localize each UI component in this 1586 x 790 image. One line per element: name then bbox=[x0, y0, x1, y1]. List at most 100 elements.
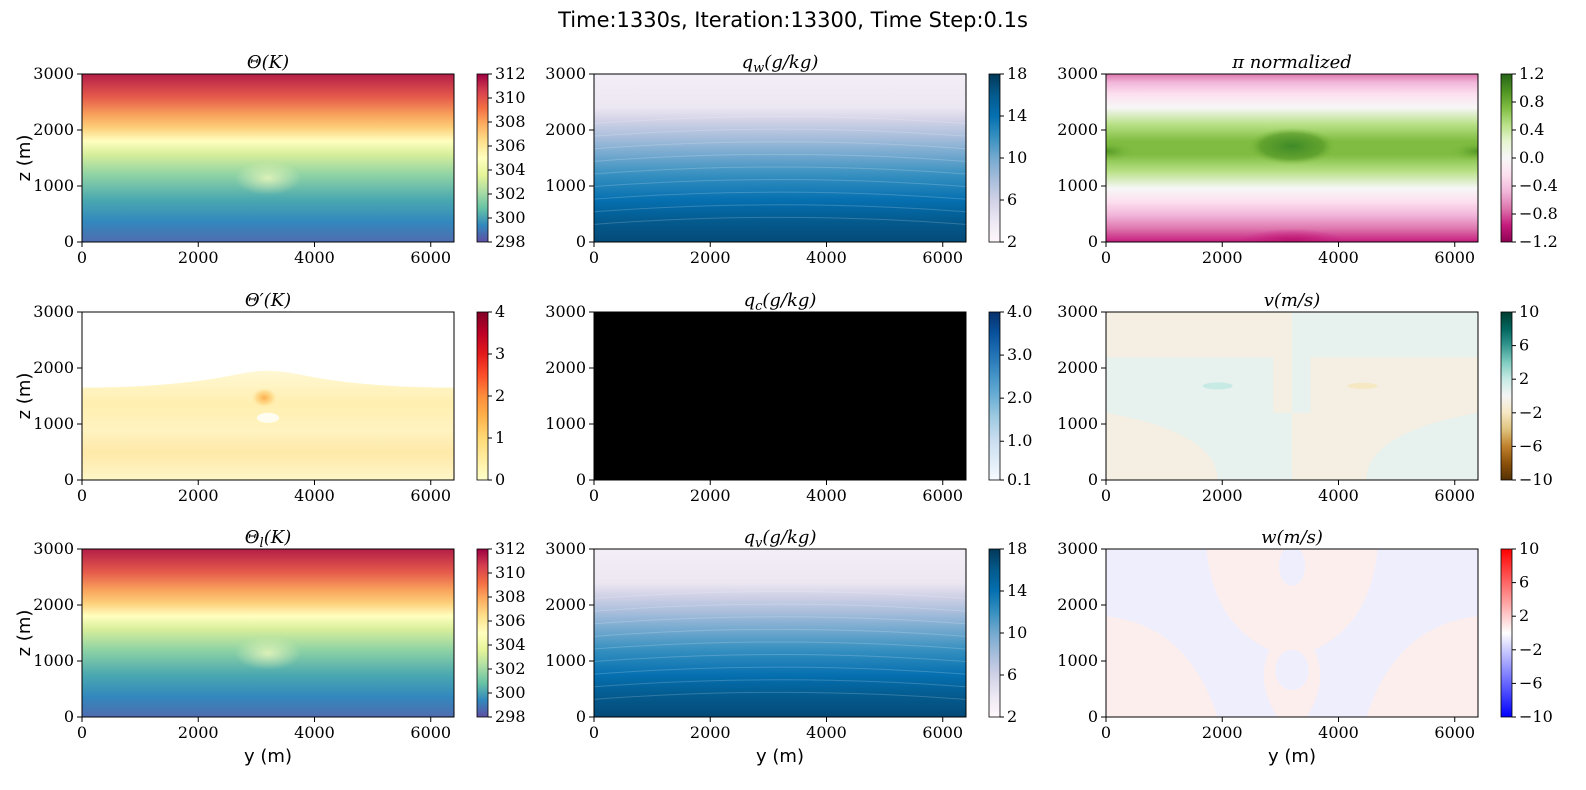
plot-frame bbox=[593, 548, 967, 718]
colorbar-tick-label: 1.0 bbox=[1007, 431, 1032, 450]
colorbar-tick-label: 6 bbox=[1519, 336, 1529, 355]
colorbar-tick-label: 298 bbox=[495, 707, 526, 726]
y-tick-label: 3000 bbox=[545, 64, 586, 83]
panel-title: qw(g/kg) bbox=[742, 52, 819, 76]
y-tick-label: 1000 bbox=[33, 651, 74, 670]
x-tick-label: 6000 bbox=[922, 248, 963, 267]
colorbar-tick-label: 312 bbox=[495, 64, 526, 83]
colorbar-tick-label: −6 bbox=[1519, 436, 1543, 455]
plot-frame bbox=[81, 311, 455, 481]
colorbar-tick-label: 18 bbox=[1007, 64, 1027, 83]
field-qc bbox=[594, 312, 966, 480]
subplot-qc: qc(g/kg) 0 2000 4000 6000 0 1000 2000 3000 0.1 1.0… bbox=[545, 290, 1032, 505]
colorbar-tick-label: 0.0 bbox=[1519, 148, 1544, 167]
x-tick-label: 6000 bbox=[410, 248, 451, 267]
plot-frame bbox=[593, 73, 967, 243]
y-tick-label: 1000 bbox=[1057, 414, 1098, 433]
x-tick-label: 4000 bbox=[806, 248, 847, 267]
y-tick-label: 1000 bbox=[1057, 176, 1098, 195]
colorbar-tick-label: 3.0 bbox=[1007, 345, 1032, 364]
colorbar-tick-label: 4.0 bbox=[1007, 302, 1032, 321]
x-tick-label: 0 bbox=[77, 723, 87, 742]
colorbar-tick-label: 3 bbox=[495, 344, 505, 363]
colorbar-gradient bbox=[1500, 73, 1513, 243]
colorbar-tick-label: 312 bbox=[495, 539, 526, 558]
colorbar-tick-label: 2 bbox=[1519, 369, 1529, 388]
y-tick-label: 0 bbox=[576, 707, 586, 726]
colorbar: 0.1 1.0 2.0 3.0 4.0 bbox=[988, 302, 1032, 489]
colorbar-tick-label: 300 bbox=[495, 208, 526, 227]
panel-title: qv(g/kg) bbox=[744, 527, 817, 551]
colorbar-tick-label: 302 bbox=[495, 184, 526, 203]
colorbar-tick-label: 1 bbox=[495, 428, 505, 447]
x-tick-label: 2000 bbox=[690, 723, 731, 742]
colorbar: 2 6 10 14 18 bbox=[988, 64, 1027, 251]
subplot-w: w(m/s) 0 2000 4000 6000 0 1000 2000 3000 y (m) −10… bbox=[1057, 527, 1552, 767]
y-tick-label: 3000 bbox=[1057, 64, 1098, 83]
subplot-thetap: Θ′(K) 0 2000 4000 6000 0 1000 2000 3000 z (m) 0 1 2 3… bbox=[14, 290, 505, 505]
panel-title: qc(g/kg) bbox=[744, 290, 817, 314]
x-tick-label: 6000 bbox=[1434, 486, 1475, 505]
x-tick-label: 4000 bbox=[1318, 248, 1359, 267]
colorbar-gradient bbox=[476, 311, 489, 481]
x-tick-label: 0 bbox=[1101, 248, 1111, 267]
colorbar-tick-label: 4 bbox=[495, 302, 505, 321]
x-tick-label: 4000 bbox=[806, 486, 847, 505]
y-tick-label: 0 bbox=[1088, 470, 1098, 489]
x-tick-label: 2000 bbox=[690, 248, 731, 267]
colorbar-tick-label: 2 bbox=[1007, 232, 1017, 251]
colorbar-tick-label: 18 bbox=[1007, 539, 1027, 558]
y-tick-label: 3000 bbox=[33, 302, 74, 321]
x-tick-label: 0 bbox=[1101, 723, 1111, 742]
colorbar-tick-label: 1.2 bbox=[1519, 64, 1544, 83]
y-tick-label: 2000 bbox=[33, 358, 74, 377]
colorbar: −10 −6 −2 2 6 10 bbox=[1500, 302, 1553, 489]
colorbar-tick-label: 304 bbox=[495, 160, 526, 179]
colorbar-tick-label: 302 bbox=[495, 659, 526, 678]
y-tick-label: 3000 bbox=[33, 64, 74, 83]
plot-frame bbox=[1105, 311, 1479, 481]
colorbar-gradient bbox=[1500, 311, 1513, 481]
x-tick-label: 2000 bbox=[690, 486, 731, 505]
field-qw bbox=[594, 74, 966, 242]
colorbar-tick-label: 14 bbox=[1007, 581, 1027, 600]
colorbar-tick-label: −1.2 bbox=[1519, 232, 1558, 251]
y-tick-label: 3000 bbox=[545, 539, 586, 558]
colorbar-tick-label: 304 bbox=[495, 635, 526, 654]
colorbar-tick-label: 306 bbox=[495, 611, 526, 630]
colorbar-tick-label: −10 bbox=[1519, 470, 1553, 489]
panel-title: v(m/s) bbox=[1264, 290, 1321, 311]
x-tick-label: 0 bbox=[77, 486, 87, 505]
plot-frame bbox=[1105, 548, 1479, 718]
subplot-thetal: Θl(K) 0 2000 4000 6000 0 1000 2000 3000 z (m) y (m… bbox=[14, 527, 526, 767]
colorbar-tick-label: 2 bbox=[1007, 707, 1017, 726]
x-tick-label: 0 bbox=[77, 248, 87, 267]
y-tick-label: 2000 bbox=[1057, 358, 1098, 377]
x-tick-label: 2000 bbox=[1202, 248, 1243, 267]
panel-title: Θ(K) bbox=[247, 52, 289, 73]
subplot-qw: qw(g/kg) 0 2000 4000 6000 0 1000 2000 3000 2 6 10 14… bbox=[545, 52, 1027, 267]
subplot-qv: qv(g/kg) 0 2000 4000 6000 0 1000 2000 3000 y (m) 2… bbox=[545, 527, 1027, 767]
plot-frame bbox=[81, 548, 455, 718]
colorbar-tick-label: −10 bbox=[1519, 707, 1553, 726]
y-tick-label: 3000 bbox=[33, 539, 74, 558]
colorbar-tick-label: 298 bbox=[495, 232, 526, 251]
y-tick-label: 1000 bbox=[545, 176, 586, 195]
y-tick-label: 3000 bbox=[545, 302, 586, 321]
x-tick-label: 6000 bbox=[1434, 723, 1475, 742]
panel-title: Θl(K) bbox=[245, 527, 291, 551]
subplot-pi: π normalized 0 2000 4000 6000 0 1000 2000 3000 −1… bbox=[1057, 52, 1558, 267]
field-thetal bbox=[82, 549, 454, 717]
colorbar-gradient bbox=[988, 311, 1001, 481]
colorbar-tick-label: 6 bbox=[1519, 573, 1529, 592]
colorbar-gradient bbox=[988, 548, 1001, 718]
figure-title: Time:1330s, Iteration:13300, Time Step:0… bbox=[558, 8, 1028, 32]
field-v bbox=[1106, 312, 1478, 480]
x-tick-label: 2000 bbox=[178, 486, 219, 505]
colorbar-tick-label: 308 bbox=[495, 587, 526, 606]
x-tick-label: 2000 bbox=[178, 248, 219, 267]
y-tick-label: 1000 bbox=[545, 651, 586, 670]
colorbar-tick-label: −6 bbox=[1519, 673, 1543, 692]
x-tick-label: 0 bbox=[589, 723, 599, 742]
field-pi bbox=[1106, 74, 1478, 242]
